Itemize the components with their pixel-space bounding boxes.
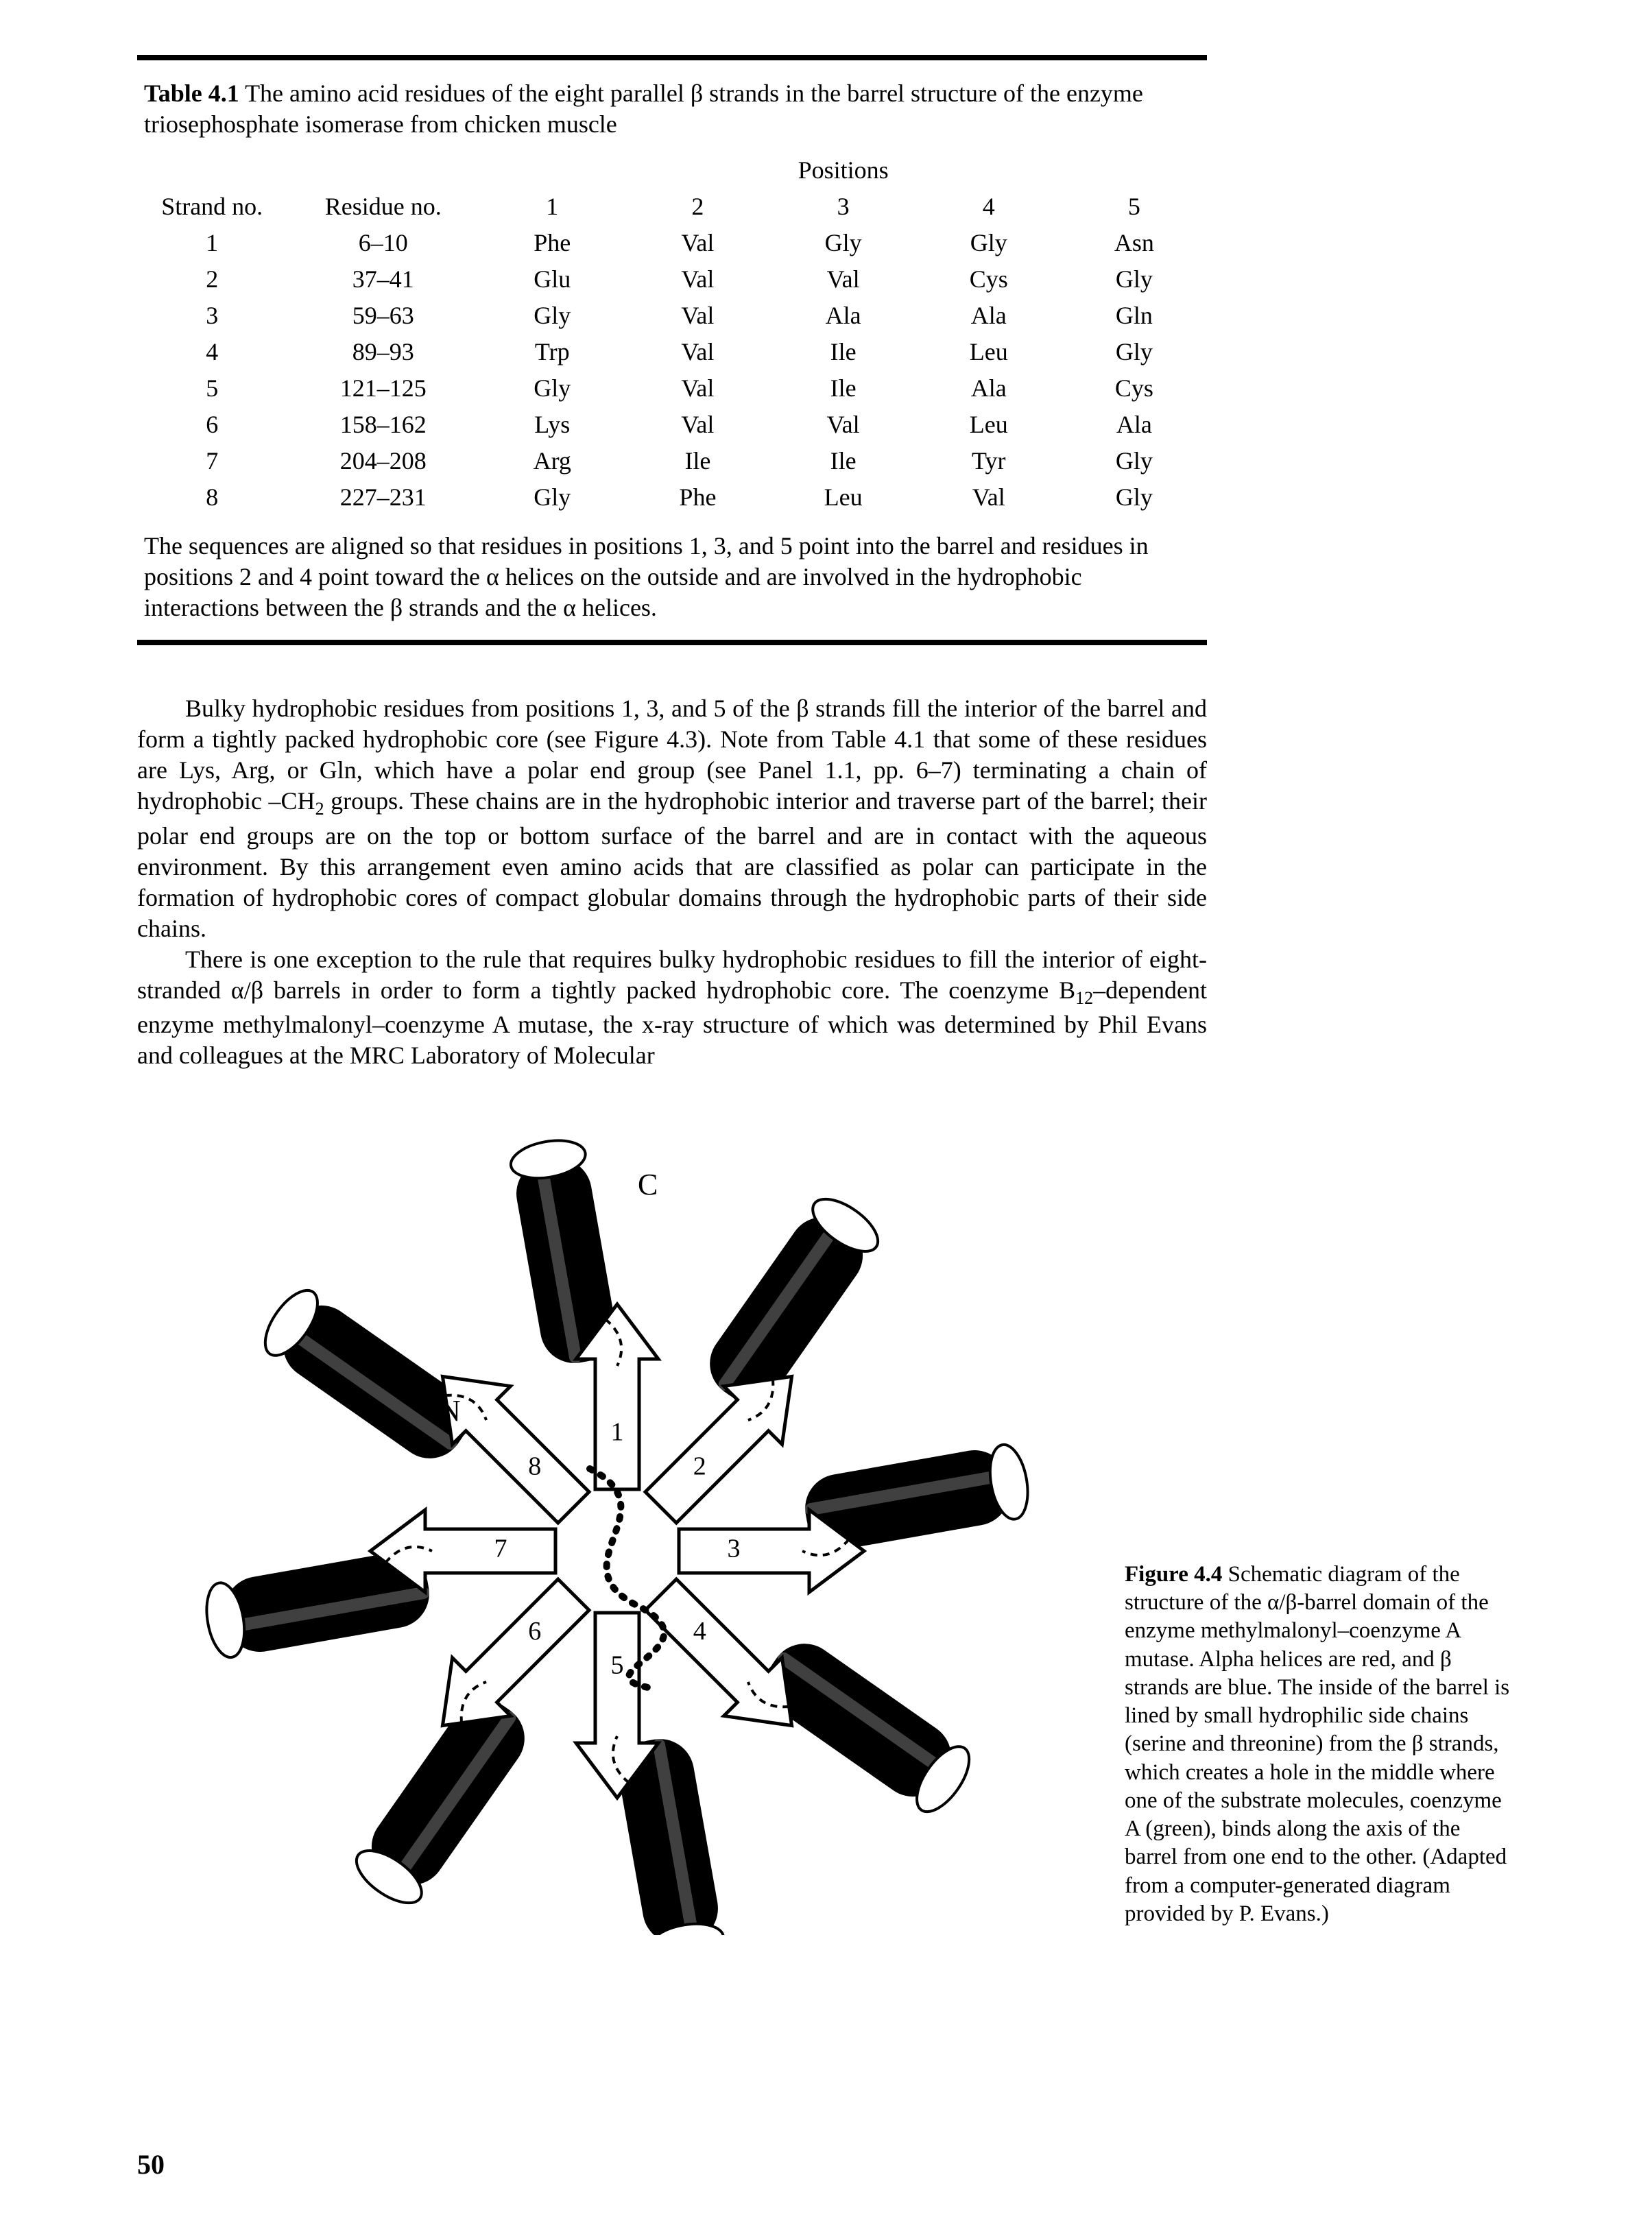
table-cell: Val	[625, 225, 770, 261]
table-cell: Lys	[479, 407, 625, 443]
table-bottom-rule	[137, 640, 1207, 645]
column-header: 4	[916, 189, 1062, 225]
svg-text:4: 4	[693, 1617, 706, 1646]
column-header: Residue no.	[287, 189, 479, 225]
paragraph-2: There is one exception to the rule that …	[137, 944, 1207, 1072]
figure-caption: Figure 4.4 Schematic diagram of the stru…	[1125, 1561, 1515, 1935]
table-row: 237–41GluValValCysGly	[137, 261, 1207, 298]
table-row: 16–10PheValGlyGlyAsn	[137, 225, 1207, 261]
table-cell: Asn	[1062, 225, 1207, 261]
positions-row: Positions	[137, 152, 1207, 189]
svg-text:6: 6	[528, 1617, 541, 1646]
table-cell: Ala	[1062, 407, 1207, 443]
table-cell: Tyr	[916, 443, 1062, 479]
table-cell: Gly	[1062, 334, 1207, 370]
table-block: Table 4.1 The amino acid residues of the…	[137, 55, 1207, 645]
table-cell: 2	[137, 261, 287, 298]
table-cell: Trp	[479, 334, 625, 370]
table-cell: 37–41	[287, 261, 479, 298]
page: Table 4.1 The amino acid residues of the…	[0, 0, 1652, 2223]
table-cell: Leu	[916, 334, 1062, 370]
table-cell: Val	[916, 479, 1062, 516]
table-cell: Val	[625, 298, 770, 334]
table-row: 5121–125GlyValIleAlaCys	[137, 370, 1207, 407]
table-row: 359–63GlyValAlaAlaGln	[137, 298, 1207, 334]
table-cell: Gly	[916, 225, 1062, 261]
page-number: 50	[137, 2148, 165, 2182]
svg-text:C: C	[638, 1168, 658, 1201]
column-header: 1	[479, 189, 625, 225]
table-cell: Gly	[479, 479, 625, 516]
column-header: 2	[625, 189, 770, 225]
table-cell: Leu	[771, 479, 916, 516]
column-header: Strand no.	[137, 189, 287, 225]
header-row: Strand no.Residue no.12345	[137, 189, 1207, 225]
table-cell: Ile	[625, 443, 770, 479]
svg-text:5: 5	[611, 1651, 624, 1680]
table-row: 8227–231GlyPheLeuValGly	[137, 479, 1207, 516]
table-cell: Arg	[479, 443, 625, 479]
table-cell: Val	[625, 261, 770, 298]
table-cell: 8	[137, 479, 287, 516]
table-cell: 6–10	[287, 225, 479, 261]
table-top-rule	[137, 55, 1207, 60]
table-cell: Val	[625, 334, 770, 370]
table-cell: Ile	[771, 443, 916, 479]
table-cell: 227–231	[287, 479, 479, 516]
svg-text:8: 8	[528, 1452, 541, 1481]
figure-row: 1 2 3 4 5 6 7 8 C N Figure 4.4 Schematic diagram …	[137, 1112, 1515, 1935]
table-cell: Glu	[479, 261, 625, 298]
svg-text:N: N	[439, 1394, 461, 1428]
table-cell: Phe	[479, 225, 625, 261]
table-cell: 89–93	[287, 334, 479, 370]
table-cell: 5	[137, 370, 287, 407]
table-cell: Ala	[916, 370, 1062, 407]
table-cell: 6	[137, 407, 287, 443]
table-cell: 4	[137, 334, 287, 370]
table-cell: Val	[771, 407, 916, 443]
table-cell: Leu	[916, 407, 1062, 443]
table-cell: 7	[137, 443, 287, 479]
table-caption: Table 4.1 The amino acid residues of the…	[137, 60, 1207, 152]
table-cell: Ala	[771, 298, 916, 334]
table-row: 489–93TrpValIleLeuGly	[137, 334, 1207, 370]
svg-text:2: 2	[693, 1452, 706, 1481]
table-cell: 158–162	[287, 407, 479, 443]
table-cell: Gly	[479, 370, 625, 407]
table-cell: Gln	[1062, 298, 1207, 334]
paragraph-1: Bulky hydrophobic residues from position…	[137, 693, 1207, 944]
column-header: 5	[1062, 189, 1207, 225]
column-header: 3	[771, 189, 916, 225]
table-cell: 204–208	[287, 443, 479, 479]
table-cell: Ile	[771, 370, 916, 407]
positions-header: Positions	[479, 152, 1207, 189]
table-cell: Gly	[1062, 443, 1207, 479]
table-cell: Val	[771, 261, 916, 298]
table-cell: Val	[625, 370, 770, 407]
table-cell: 3	[137, 298, 287, 334]
table-row: 7204–208ArgIleIleTyrGly	[137, 443, 1207, 479]
table-row: 6158–162LysValValLeuAla	[137, 407, 1207, 443]
table-cell: Phe	[625, 479, 770, 516]
table-cell: Gly	[1062, 479, 1207, 516]
table-cell: Ile	[771, 334, 916, 370]
svg-text:3: 3	[728, 1535, 741, 1563]
table-cell: Gly	[771, 225, 916, 261]
residue-table: Positions Strand no.Residue no.12345 16–…	[137, 152, 1207, 516]
table-cell: Gly	[1062, 261, 1207, 298]
table-cell: Cys	[1062, 370, 1207, 407]
table-cell: Ala	[916, 298, 1062, 334]
table-note: The sequences are aligned so that residu…	[137, 516, 1207, 640]
table-cell: Val	[625, 407, 770, 443]
table-cell: 121–125	[287, 370, 479, 407]
svg-text:7: 7	[494, 1535, 507, 1563]
figure-4-4-diagram: 1 2 3 4 5 6 7 8 C N	[137, 1112, 1097, 1935]
table-cell: 1	[137, 225, 287, 261]
table-cell: Cys	[916, 261, 1062, 298]
body-text: Bulky hydrophobic residues from position…	[137, 693, 1207, 1071]
table-cell: 59–63	[287, 298, 479, 334]
table-cell: Gly	[479, 298, 625, 334]
svg-text:1: 1	[611, 1418, 624, 1447]
